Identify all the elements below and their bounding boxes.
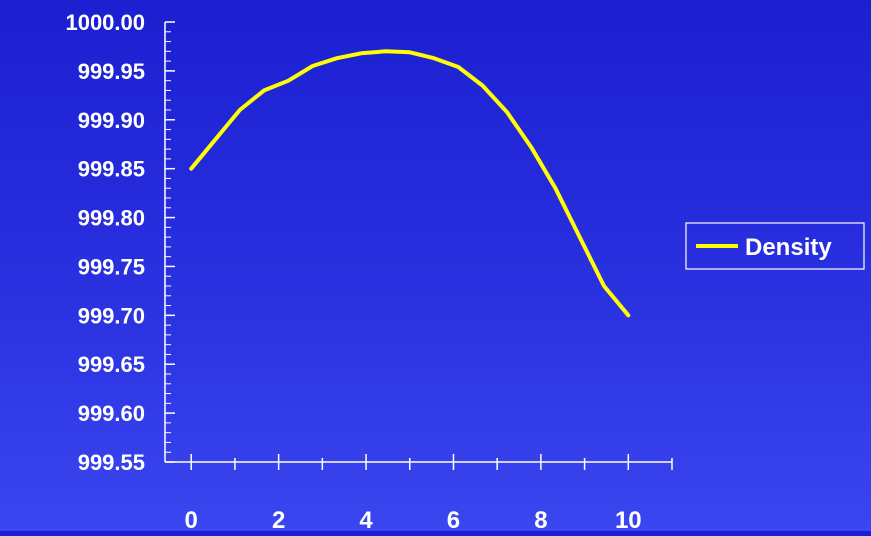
- y-tick-label: 999.95: [78, 59, 145, 84]
- y-tick-label: 1000.00: [65, 10, 145, 35]
- y-tick-label: 999.85: [78, 157, 145, 182]
- y-tick-label: 999.65: [78, 352, 145, 377]
- x-tick-label: 0: [185, 507, 198, 531]
- x-tick-label: 4: [359, 507, 373, 531]
- y-tick-label: 999.60: [78, 401, 145, 426]
- x-tick-label: 10: [615, 507, 642, 531]
- series-line-density: [189, 49, 631, 318]
- y-tick-label: 999.70: [78, 303, 145, 328]
- x-axis: 0 2 4 6 8 10: [165, 454, 673, 534]
- y-tick-label: 999.80: [78, 206, 145, 231]
- y-axis: 1000.00 999.95 999.90 999.85 999.80 999.75 999…: [65, 10, 175, 475]
- legend-label-density: Density: [745, 234, 832, 261]
- plot-series: [189, 49, 631, 318]
- y-tick-label: 999.55: [78, 450, 145, 475]
- legend: Density: [685, 222, 865, 270]
- x-tick-label: 6: [447, 507, 460, 531]
- x-tick-label: 2: [272, 507, 285, 531]
- y-tick-label: 999.90: [78, 108, 145, 133]
- y-tick-label: 999.75: [78, 254, 145, 279]
- x-tick-label: 8: [534, 507, 547, 531]
- legend-box: [685, 222, 865, 270]
